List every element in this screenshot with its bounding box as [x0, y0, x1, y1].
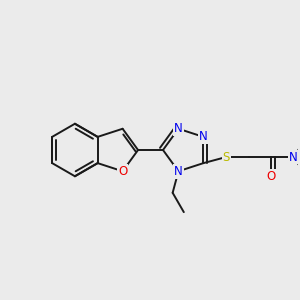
Text: O: O: [118, 165, 127, 178]
Text: N: N: [174, 165, 183, 178]
Text: O: O: [266, 170, 275, 183]
Text: N: N: [199, 130, 208, 143]
Text: S: S: [223, 151, 230, 164]
Text: N: N: [289, 151, 298, 164]
Text: N: N: [174, 122, 183, 135]
